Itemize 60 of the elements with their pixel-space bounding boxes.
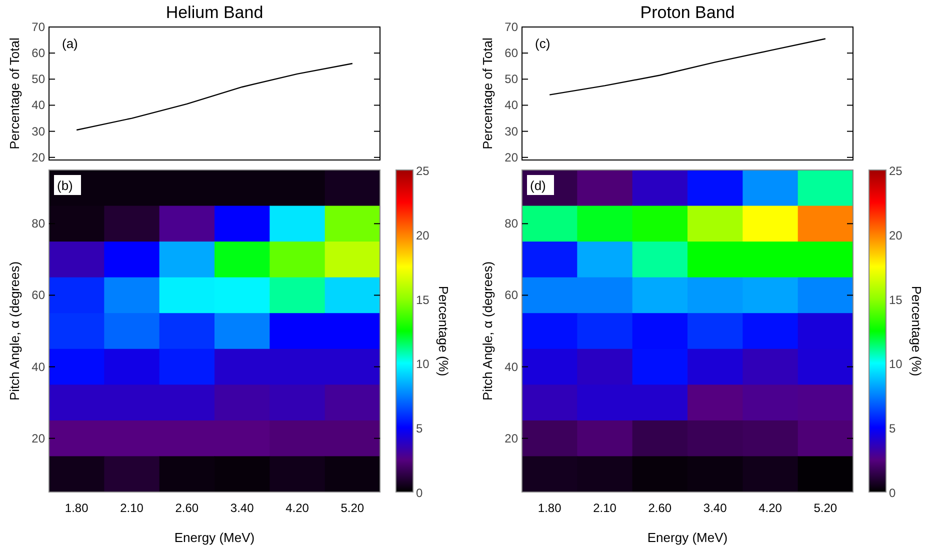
- color-bar-label: 20: [416, 228, 430, 242]
- y-tick-label: 70: [504, 20, 518, 34]
- y-tick-label: 20: [504, 150, 518, 164]
- y-axis-title: Percentage of Total: [480, 38, 495, 150]
- y-tick-label: 30: [32, 124, 46, 138]
- x-tick-label: 1.80: [64, 501, 89, 515]
- x-tick-label: 3.40: [703, 501, 728, 515]
- x-tick-label: 2.60: [648, 501, 672, 515]
- y-tick-label: 50: [504, 72, 518, 86]
- y-axis-title: Percentage of Total: [7, 38, 22, 150]
- color-bar-label: 0: [416, 486, 423, 500]
- color-bar-label: 25: [416, 164, 430, 178]
- color-bar-label: 25: [889, 164, 903, 178]
- color-bar-label: 20: [889, 228, 903, 242]
- y-tick-label: 70: [32, 20, 46, 34]
- chart-title: Proton Band: [640, 3, 735, 22]
- x-tick-label: 5.20: [340, 501, 364, 515]
- x-axis-title: Energy (MeV): [174, 530, 255, 545]
- color-bar-label: 5: [416, 422, 423, 436]
- chart-title: Helium Band: [166, 3, 264, 22]
- y-tick-label: 60: [504, 288, 518, 302]
- color-bar-title: Percentage (%): [436, 286, 451, 376]
- y-tick-label: 30: [504, 124, 518, 138]
- color-bar-label: 10: [416, 357, 430, 372]
- color-bar-label: 10: [889, 357, 903, 372]
- y-axis-title: Pitch Angle, α (degrees): [480, 261, 495, 401]
- color-bar-title: Percentage (%): [909, 286, 924, 376]
- x-tick-label: 3.40: [230, 501, 254, 515]
- x-tick-label: 2.10: [593, 501, 617, 515]
- y-tick-label: 60: [504, 46, 518, 60]
- y-tick-label: 60: [32, 288, 46, 302]
- x-tick-label: 2.10: [120, 501, 144, 515]
- y-tick-label: 20: [504, 431, 518, 446]
- y-tick-label: 40: [32, 98, 46, 112]
- color-bar-label: 0: [889, 486, 896, 500]
- y-axis-title: Pitch Angle, α (degrees): [7, 261, 22, 401]
- annotation: (d): [530, 178, 546, 193]
- y-tick-label: 50: [32, 72, 46, 86]
- y-tick-label: 80: [504, 216, 518, 231]
- y-tick-label: 40: [32, 360, 46, 374]
- annotation: (a): [62, 36, 78, 51]
- color-bar-label: 15: [889, 292, 903, 307]
- y-tick-label: 80: [32, 216, 46, 231]
- color-bar-label: 5: [889, 422, 896, 436]
- annotation: (c): [535, 36, 550, 51]
- x-tick-label: 2.60: [175, 501, 199, 515]
- annotation: (b): [57, 178, 73, 193]
- y-tick-label: 20: [32, 150, 46, 164]
- y-tick-label: 60: [32, 46, 46, 60]
- color-bar-label: 15: [416, 292, 430, 307]
- x-axis-title: Energy (MeV): [647, 530, 728, 545]
- x-tick-label: 4.20: [286, 501, 310, 515]
- y-tick-label: 40: [504, 98, 518, 112]
- x-tick-label: 1.80: [538, 501, 562, 515]
- x-tick-label: 5.20: [814, 501, 838, 515]
- y-tick-label: 40: [504, 360, 518, 374]
- line-series: [548, 38, 826, 96]
- x-tick-label: 4.20: [758, 501, 782, 515]
- line-series: [76, 62, 354, 131]
- y-tick-label: 20: [32, 431, 46, 446]
